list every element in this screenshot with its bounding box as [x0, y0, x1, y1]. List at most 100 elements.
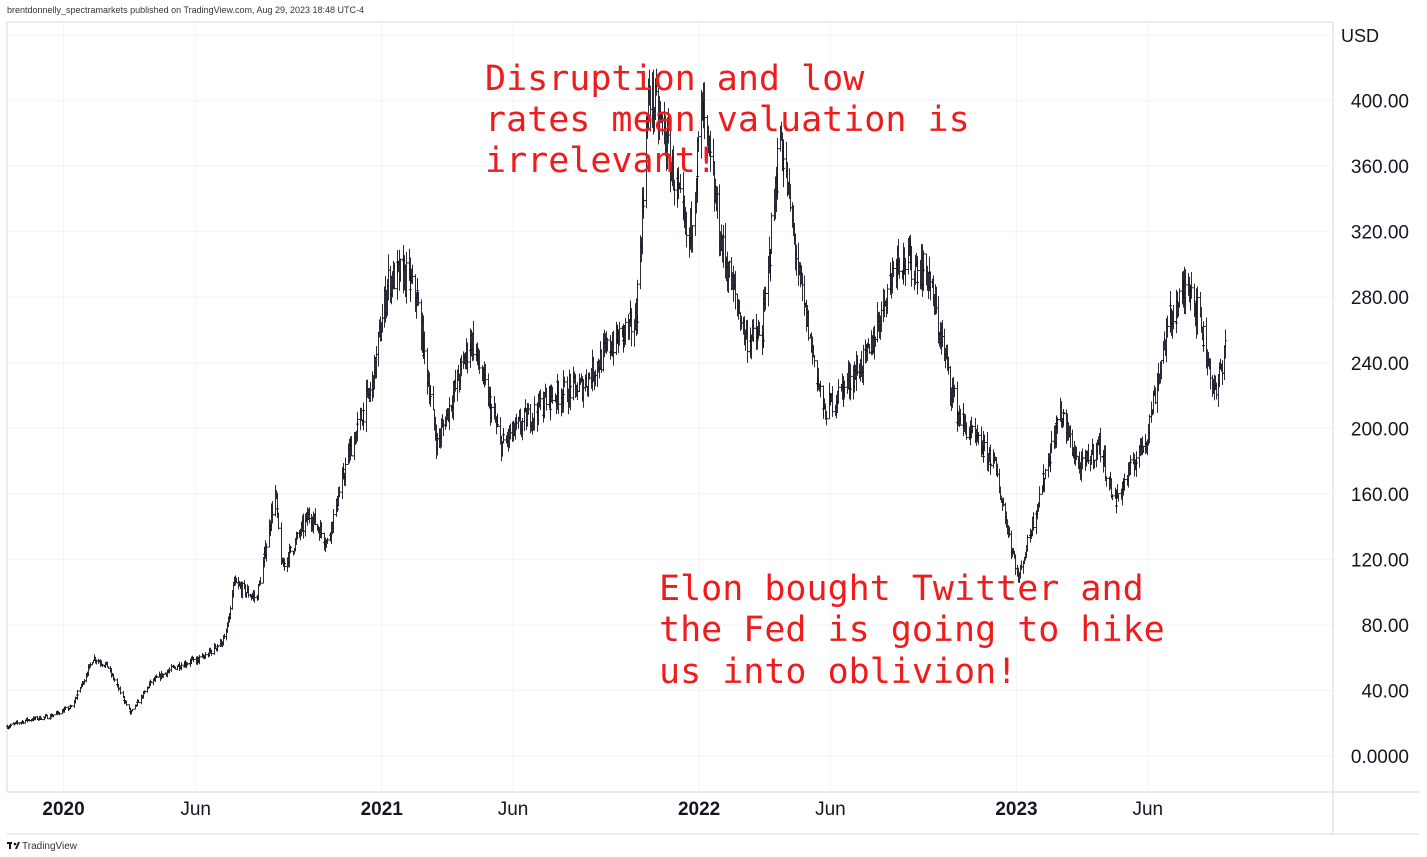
price-bar: [432, 385, 435, 411]
price-bar: [803, 275, 806, 316]
y-tick-label: 320.00: [1351, 223, 1409, 244]
price-bar: [289, 547, 292, 553]
tradingview-brand-label: TradingView: [22, 841, 78, 852]
price-bar: [1196, 286, 1199, 335]
price-bar: [673, 179, 676, 206]
price-bar: [782, 139, 785, 188]
y-tick-label: 280.00: [1351, 288, 1409, 309]
price-bar: [417, 291, 420, 306]
price-bar: [685, 211, 688, 248]
y-axis[interactable]: 440.00400.00360.00320.00280.00240.00200.…: [1332, 22, 1419, 834]
price-bar: [131, 708, 134, 712]
price-bar: [612, 330, 615, 366]
y-tick-label: 200.00: [1351, 419, 1409, 440]
price-bar: [1184, 269, 1187, 315]
price-bar: [971, 425, 974, 434]
price-bar: [837, 379, 840, 404]
price-bar: [338, 486, 341, 498]
price-bar: [1135, 451, 1138, 466]
annotation-elon-line-3: us into oblivion!: [659, 652, 1017, 692]
price-bar: [776, 137, 779, 196]
price-bar: [1202, 321, 1205, 348]
price-bar: [539, 389, 542, 411]
price-bar: [490, 403, 493, 423]
x-tick-label: Jun: [180, 799, 211, 820]
price-bar: [922, 250, 925, 273]
price-bar: [271, 501, 274, 524]
price-bar: [849, 363, 852, 397]
y-tick-label: 0.0000: [1351, 747, 1409, 768]
y-tick-label: 120.00: [1351, 550, 1409, 571]
plot-area[interactable]: [6, 21, 1334, 793]
price-bar: [1056, 417, 1059, 435]
price-bar: [1224, 329, 1227, 359]
annotation-elon: Elon bought Twitter and the Fed is going…: [659, 569, 1165, 692]
x-tick-label: 2022: [678, 799, 720, 820]
price-bar: [898, 257, 901, 279]
price-bar: [1117, 493, 1120, 502]
price-bar: [46, 714, 49, 720]
tradingview-brand[interactable]: TradingView: [7, 841, 78, 852]
y-tick-label: 240.00: [1351, 354, 1409, 375]
y-tick-label: 160.00: [1351, 485, 1409, 506]
price-bar: [983, 434, 986, 452]
annotation-disruption-line-1: Disruption and low: [485, 59, 865, 99]
price-bar: [703, 82, 706, 140]
price-bar: [9, 723, 12, 727]
price-bar: [953, 384, 956, 398]
price-bar: [959, 408, 962, 426]
price-bar: [892, 260, 895, 278]
publisher-line: brentdonnelly_spectramarkets published o…: [7, 5, 364, 15]
price-bar: [1044, 468, 1047, 480]
price-bar: [764, 286, 767, 311]
x-tick-label: Jun: [498, 799, 529, 820]
price-bar: [362, 410, 365, 431]
price-bar: [965, 422, 968, 440]
annotation-elon-line-1: Elon bought Twitter and: [659, 569, 1144, 609]
price-bar: [332, 509, 335, 533]
price-bars: [6, 68, 1227, 730]
price-bar: [825, 410, 828, 426]
price-bar: [277, 512, 280, 530]
price-bar: [916, 256, 919, 289]
price-bar: [399, 258, 402, 282]
price-bar: [1099, 427, 1102, 463]
x-tick-label: 2021: [361, 799, 404, 820]
price-bar: [265, 543, 268, 562]
price-bar: [70, 705, 73, 708]
price-bar: [478, 350, 481, 374]
price-bar: [411, 264, 414, 285]
price-bar: [259, 576, 262, 586]
price-bar: [1190, 271, 1193, 299]
price-bar: [642, 196, 645, 219]
price-bar: [1038, 486, 1041, 508]
price-bar: [143, 690, 146, 693]
price-bar: [40, 717, 43, 721]
price-bar: [326, 537, 329, 544]
price-bar: [350, 435, 353, 457]
x-axis[interactable]: 2020 Jun 2021 Jun 2022 Jun 2023 Jun: [7, 791, 1419, 835]
price-bar: [484, 363, 487, 386]
price-bar: [630, 308, 633, 347]
price-bar: [344, 457, 347, 487]
annotation-disruption-line-3: irrelevant!: [485, 141, 717, 181]
price-bar: [1172, 305, 1175, 330]
price-bar: [393, 262, 396, 290]
price-bar: [758, 321, 761, 336]
price-bar: [1166, 315, 1169, 338]
price-bar: [253, 590, 256, 603]
price-bar: [904, 257, 907, 286]
price-bar: [1050, 431, 1053, 454]
x-tick-label: Jun: [815, 799, 846, 820]
price-bar: [192, 656, 195, 663]
y-tick-label: 40.00: [1361, 681, 1409, 702]
y-tick-label: 400.00: [1351, 92, 1409, 113]
price-bar: [113, 677, 116, 682]
price-bar: [679, 174, 682, 193]
price-bar: [752, 318, 755, 343]
price-bar: [180, 662, 183, 671]
price-bar: [746, 319, 749, 363]
price-bar: [977, 431, 980, 445]
price-bar: [819, 380, 822, 398]
